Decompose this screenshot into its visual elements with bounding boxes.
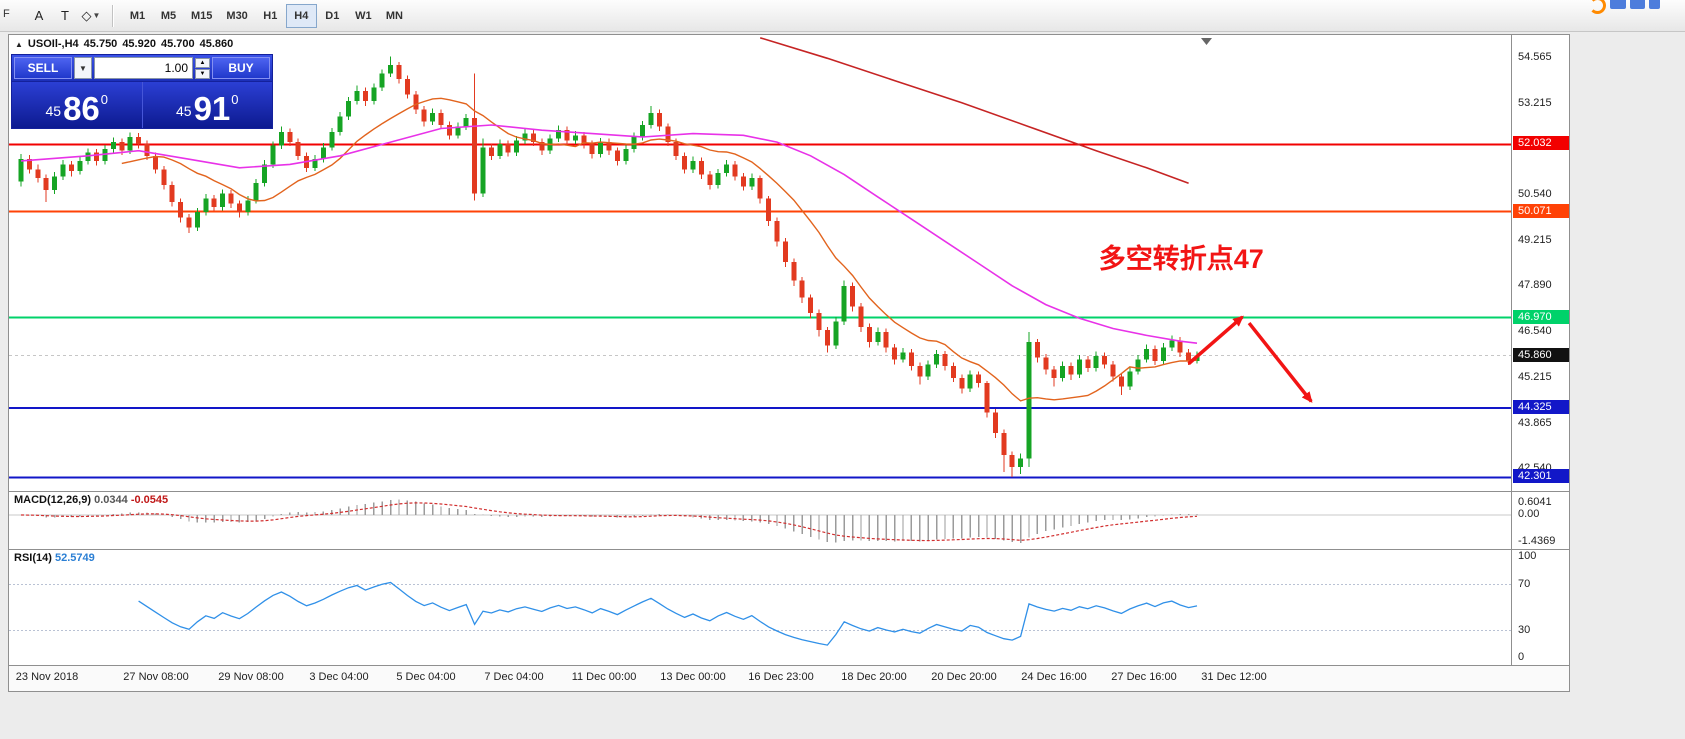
price-axis-tick: 50.540 bbox=[1518, 188, 1552, 201]
panel-separator[interactable] bbox=[9, 549, 1569, 550]
timeframe-m5-button[interactable]: M5 bbox=[153, 4, 184, 28]
macd-axis-tick: 0.00 bbox=[1518, 508, 1540, 520]
ohlc-low: 45.700 bbox=[160, 38, 195, 50]
time-axis-label: 18 Dec 20:00 bbox=[841, 671, 907, 683]
time-axis-label: 24 Dec 16:00 bbox=[1021, 671, 1087, 683]
toolbar-separator bbox=[112, 4, 114, 27]
macd-signal-value: -0.0545 bbox=[130, 494, 169, 506]
price-axis-tick: 53.215 bbox=[1518, 97, 1552, 109]
time-axis-label: 27 Nov 08:00 bbox=[123, 671, 189, 683]
timeframe-m1-button[interactable]: M1 bbox=[122, 4, 153, 28]
panel-separator bbox=[9, 665, 1569, 666]
timeframe-mn-button[interactable]: MN bbox=[379, 4, 410, 28]
sell-button[interactable]: SELL bbox=[14, 57, 72, 79]
volume-dropdown-button[interactable]: ▼ bbox=[74, 57, 92, 79]
toolbar: F A T ◇ ▼ M1 M5 M15 M30 H1 H4 D1 W1 MN bbox=[0, 0, 1685, 32]
one-click-trading-panel: SELL ▼ ▲ ▼ BUY 45 86 0 4 bbox=[11, 54, 273, 129]
watermark-swirl-icon bbox=[1589, 0, 1606, 14]
time-axis-label: 16 Dec 23:00 bbox=[748, 671, 814, 683]
panel-separator[interactable] bbox=[9, 491, 1569, 492]
buy-price-prefix: 45 bbox=[175, 103, 192, 119]
symbol-label: USOIl-,H4 bbox=[27, 38, 79, 50]
buy-button[interactable]: BUY bbox=[212, 57, 270, 79]
sell-price-display[interactable]: 45 86 0 bbox=[12, 82, 142, 128]
sell-price-prefix: 45 bbox=[45, 103, 62, 119]
rsi-axis-tick: 100 bbox=[1518, 550, 1537, 562]
volume-input[interactable] bbox=[94, 57, 193, 79]
rsi-panel[interactable]: RSI(14) 52.5749 bbox=[9, 550, 1511, 665]
time-axis-label: 13 Dec 00:00 bbox=[660, 671, 726, 683]
timeframe-w1-button[interactable]: W1 bbox=[348, 4, 379, 28]
price-badge: 45.860 bbox=[1513, 347, 1569, 362]
time-axis-label: 20 Dec 20:00 bbox=[931, 671, 997, 683]
ohlc-open: 45.750 bbox=[83, 38, 118, 50]
main-price-panel[interactable]: ▲ USOIl-,H4 45.750 45.920 45.700 45.860 SELL … bbox=[9, 35, 1511, 491]
time-axis-label: 3 Dec 04:00 bbox=[309, 671, 369, 683]
watermark-glyph bbox=[1649, 0, 1660, 9]
watermark-glyph bbox=[1610, 0, 1626, 9]
macd-axis-tick: -1.4369 bbox=[1518, 535, 1556, 547]
rsi-value: 52.5749 bbox=[54, 552, 95, 564]
volume-up-button[interactable]: ▲ bbox=[195, 57, 210, 68]
macd-value: 0.0344 bbox=[94, 494, 128, 506]
watermark-glyph bbox=[1630, 0, 1645, 9]
price-badge: 44.325 bbox=[1513, 400, 1569, 415]
ohlc-close: 45.860 bbox=[199, 38, 234, 50]
price-axis-tick: 43.865 bbox=[1518, 416, 1552, 429]
price-axis-tick: 47.890 bbox=[1518, 279, 1552, 292]
sell-price-pip: 0 bbox=[100, 92, 109, 107]
volume-stepper: ▲ ▼ bbox=[195, 57, 210, 79]
timeframe-h1-button[interactable]: H1 bbox=[255, 4, 286, 28]
chart-frame: ▲ USOIl-,H4 45.750 45.920 45.700 45.860 SELL … bbox=[8, 34, 1570, 692]
time-axis-label: 31 Dec 12:00 bbox=[1201, 671, 1267, 683]
price-badge: 52.032 bbox=[1513, 136, 1569, 151]
docked-toolbar-fragment: F bbox=[3, 8, 10, 20]
price-badge: 46.970 bbox=[1513, 309, 1569, 324]
rsi-axis-tick: 30 bbox=[1518, 623, 1531, 636]
ohlc-high: 45.920 bbox=[122, 38, 156, 50]
timeframe-h4-button[interactable]: H4 bbox=[285, 3, 317, 28]
macd-panel[interactable]: MACD(12,26,9) 0.0344 -0.0545 bbox=[9, 492, 1511, 549]
macd-axis-tick: 0.6041 bbox=[1518, 495, 1552, 508]
sell-price-big: 86 bbox=[63, 89, 100, 127]
price-axis[interactable]: 54.565 53.215 50.540 49.215 47.890 46.540 45.2… bbox=[1511, 35, 1569, 666]
time-axis[interactable]: 23 Nov 2018 27 Nov 08:00 29 Nov 08:00 3 Dec… bbox=[9, 666, 1569, 691]
time-axis-label: 23 Nov 2018 bbox=[15, 671, 79, 683]
price-axis-tick: 45.215 bbox=[1518, 370, 1552, 383]
shapes-tool-button[interactable]: ◇ ▼ bbox=[78, 4, 104, 28]
buy-price-pip: 0 bbox=[231, 92, 239, 107]
price-axis-tick: 54.565 bbox=[1518, 50, 1552, 63]
one-click-collapse-icon[interactable]: ▲ bbox=[15, 40, 23, 49]
time-axis-label: 7 Dec 04:00 bbox=[484, 671, 544, 683]
sina-watermark-logo bbox=[1589, 0, 1660, 15]
timeframe-m15-button[interactable]: M15 bbox=[184, 4, 219, 28]
timeframe-m30-button[interactable]: M30 bbox=[219, 4, 254, 28]
text-tool-button[interactable]: A bbox=[26, 4, 52, 28]
time-axis-label: 29 Nov 08:00 bbox=[218, 671, 284, 683]
macd-label: MACD(12,26,9) 0.0344 -0.0545 bbox=[14, 494, 169, 506]
rsi-axis-tick: 70 bbox=[1518, 577, 1531, 590]
price-badge: 42.301 bbox=[1513, 469, 1569, 484]
time-axis-label: 11 Dec 00:00 bbox=[571, 671, 637, 683]
buy-price-display[interactable]: 45 91 0 bbox=[141, 82, 273, 128]
annotation-text: 多空转折点47 bbox=[1098, 243, 1264, 274]
timeframe-d1-button[interactable]: D1 bbox=[317, 4, 348, 28]
price-axis-tick: 46.540 bbox=[1518, 325, 1552, 338]
time-axis-label: 27 Dec 16:00 bbox=[1111, 671, 1177, 683]
price-badge: 50.071 bbox=[1513, 203, 1569, 218]
rsi-axis-tick: 0 bbox=[1518, 651, 1525, 663]
chart-header: ▲ USOIl-,H4 45.750 45.920 45.700 45.860 bbox=[15, 38, 238, 50]
rsi-label: RSI(14) 52.5749 bbox=[14, 552, 95, 564]
price-axis-tick: 49.215 bbox=[1518, 233, 1552, 246]
time-axis-label: 5 Dec 04:00 bbox=[396, 671, 456, 683]
chevron-down-icon: ▼ bbox=[92, 11, 101, 20]
volume-down-button[interactable]: ▼ bbox=[195, 68, 210, 79]
shapes-icon: ◇ bbox=[81, 7, 92, 23]
buy-price-big: 91 bbox=[193, 89, 231, 127]
label-tool-button[interactable]: T bbox=[52, 4, 78, 28]
